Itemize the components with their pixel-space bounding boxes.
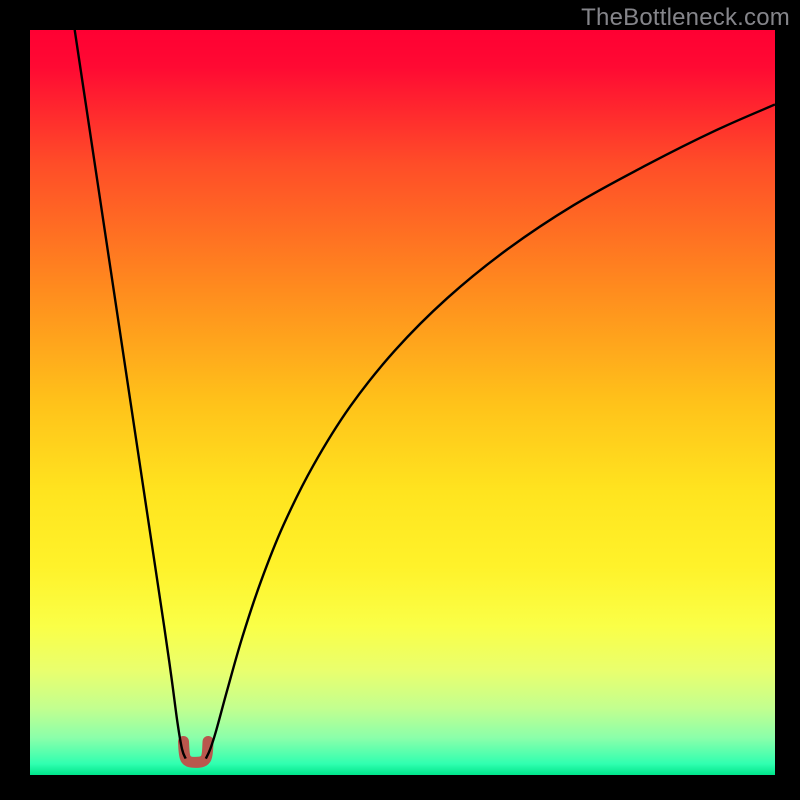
gradient-background (30, 30, 775, 775)
plot-area (30, 30, 775, 775)
watermark-text: TheBottleneck.com (581, 4, 790, 32)
plot-svg (30, 30, 775, 775)
